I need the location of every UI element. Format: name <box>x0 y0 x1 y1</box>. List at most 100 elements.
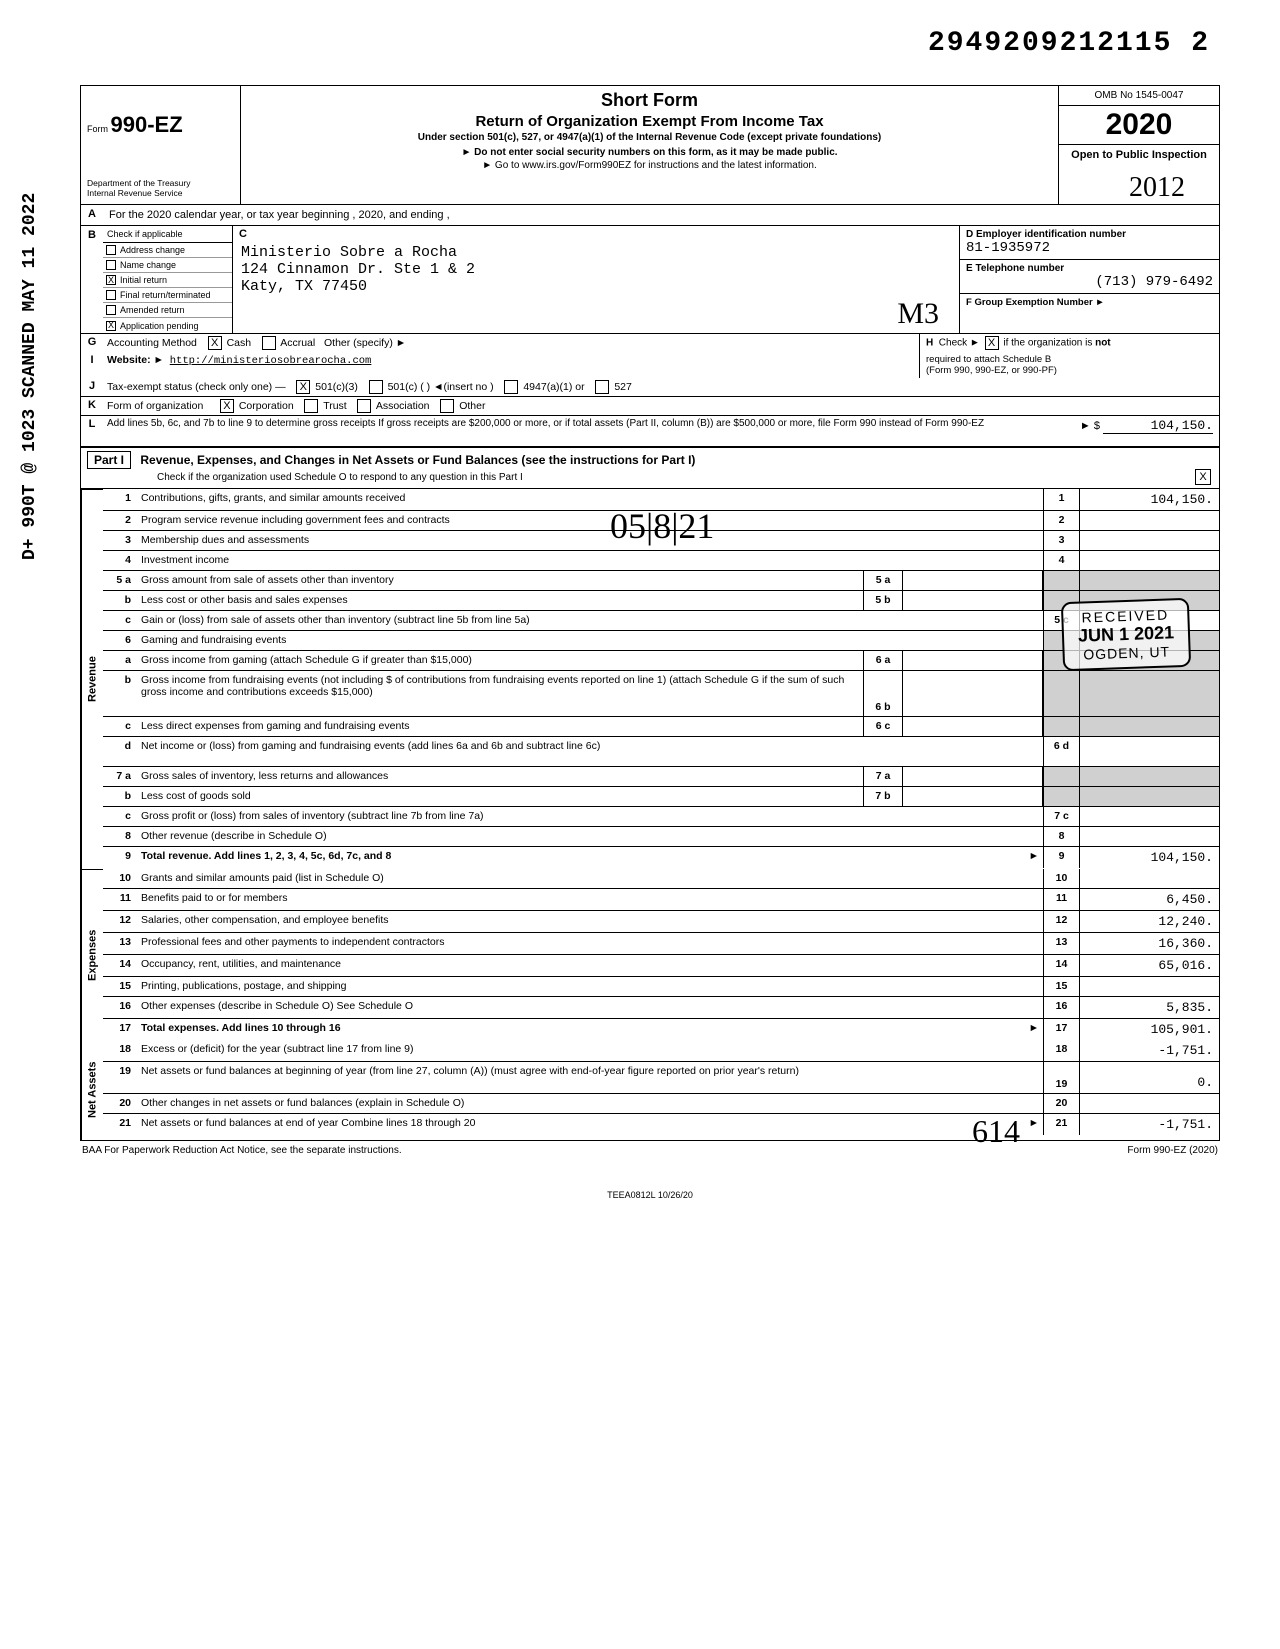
val-12: 12,240. <box>1079 911 1219 932</box>
midval-7a <box>903 767 1043 786</box>
desc-15: Printing, publications, postage, and shi… <box>137 977 1043 996</box>
num-4: 4 <box>1043 551 1079 570</box>
desc-5c: Gain or (loss) from sale of assets other… <box>137 611 1043 630</box>
letter-g: G <box>81 334 103 352</box>
num-1: 1 <box>1043 489 1079 510</box>
ln-21: 21 <box>103 1114 137 1135</box>
desc-19: Net assets or fund balances at beginning… <box>137 1062 1043 1093</box>
num-6d: 6 d <box>1043 737 1079 766</box>
other-org-checkbox[interactable] <box>440 399 454 413</box>
chk-name[interactable]: Name change <box>103 258 232 273</box>
part1-header: Part I Revenue, Expenses, and Changes in… <box>80 447 1220 489</box>
chk-initial-label: Initial return <box>120 275 167 285</box>
line-l-text: Add lines 5b, 6c, and 7b to line 9 to de… <box>103 416 1039 446</box>
form-id-cell: Form 990-EZ Department of the Treasury I… <box>81 86 241 204</box>
num-2: 2 <box>1043 511 1079 530</box>
num-20: 20 <box>1043 1094 1079 1113</box>
chk-address[interactable]: Address change <box>103 243 232 258</box>
num-17: 17 <box>1043 1019 1079 1040</box>
page-footer: BAA For Paperwork Reduction Act Notice, … <box>80 1141 1220 1160</box>
handwrite-bottom: 614 <box>972 1113 1020 1150</box>
val-16: 5,835. <box>1079 997 1219 1018</box>
desc-13: Professional fees and other payments to … <box>137 933 1043 954</box>
g-label: Accounting Method <box>107 337 197 349</box>
mid-7a: 7 a <box>863 767 903 786</box>
accrual-checkbox[interactable] <box>262 336 276 350</box>
num-21: 21 <box>1043 1114 1079 1135</box>
received-stamp: RECEIVED JUN 1 2021 OGDEN, UT <box>1061 598 1191 671</box>
check-applicable-col: Check if applicable Address change Name … <box>103 226 233 333</box>
line-g: G Accounting Method X Cash Accrual Other… <box>80 333 1220 352</box>
ln-14: 14 <box>103 955 137 976</box>
chk-amended[interactable]: Amended return <box>103 303 232 318</box>
form-number: 990-EZ <box>111 112 183 137</box>
ln-7b: b <box>103 787 137 806</box>
501c3-checkbox[interactable]: X <box>296 380 310 394</box>
website-row: Website: ► http://ministeriosobrearocha.… <box>103 352 919 378</box>
ln-11: 11 <box>103 889 137 910</box>
website-label: Website: ► <box>107 354 164 366</box>
ln-15: 15 <box>103 977 137 996</box>
501c-checkbox[interactable] <box>369 380 383 394</box>
num-11: 11 <box>1043 889 1079 910</box>
ln-18: 18 <box>103 1040 137 1061</box>
chk-final[interactable]: Final return/terminated <box>103 288 232 303</box>
desc-12: Salaries, other compensation, and employ… <box>137 911 1043 932</box>
527-checkbox[interactable] <box>595 380 609 394</box>
corp-label: Corporation <box>239 400 294 412</box>
dln-stamp: 2949209212115 2 <box>928 28 1210 59</box>
num-13: 13 <box>1043 933 1079 954</box>
h-checkbox[interactable]: X <box>985 336 999 350</box>
val-17: 105,901. <box>1079 1019 1219 1040</box>
ln-3: 3 <box>103 531 137 550</box>
netassets-side-label: Net Assets <box>81 1040 103 1140</box>
line-i: I Website: ► http://ministeriosobrearoch… <box>80 352 1220 378</box>
midval-5a <box>903 571 1043 590</box>
revenue-side-label: Revenue <box>81 489 103 869</box>
cash-checkbox[interactable]: X <box>208 336 222 350</box>
ln-5b: b <box>103 591 137 610</box>
ln-4: 4 <box>103 551 137 570</box>
num-3: 3 <box>1043 531 1079 550</box>
footer-right: Form 990-EZ (2020) <box>1127 1145 1218 1156</box>
desc-17: Total expenses. Add lines 10 through 16 … <box>137 1019 1043 1040</box>
form-prefix: Form <box>87 124 108 134</box>
scan-stamp: D+ 990T @ 1023 SCANNED MAY 11 2022 <box>20 193 40 560</box>
j-label: Tax-exempt status (check only one) — <box>107 381 286 393</box>
assoc-checkbox[interactable] <box>357 399 371 413</box>
num-7b-shade <box>1043 787 1079 806</box>
chk-amended-label: Amended return <box>120 305 185 315</box>
handwrite-year: 2012 <box>1129 172 1185 204</box>
4947-checkbox[interactable] <box>504 380 518 394</box>
mid-7b: 7 b <box>863 787 903 806</box>
ln-8: 8 <box>103 827 137 846</box>
subtitle-code: Under section 501(c), 527, or 4947(a)(1)… <box>251 132 1048 143</box>
chk-initial[interactable]: XInitial return <box>103 273 232 288</box>
desc-4: Investment income <box>137 551 1043 570</box>
footer-mid: TEEA0812L 10/26/20 <box>80 1190 1220 1200</box>
chk-pending[interactable]: XApplication pending <box>103 318 232 333</box>
desc-6b: Gross income from fundraising events (no… <box>137 671 863 716</box>
line-l: L Add lines 5b, 6c, and 7b to line 9 to … <box>80 415 1220 447</box>
527-label: 527 <box>614 381 632 393</box>
midval-7b <box>903 787 1043 806</box>
desc-6d: Net income or (loss) from gaming and fun… <box>137 737 1043 766</box>
val-6c-shade <box>1079 717 1219 736</box>
ln-19: 19 <box>103 1062 137 1093</box>
num-9: 9 <box>1043 847 1079 868</box>
tax-exempt-status: Tax-exempt status (check only one) — X 5… <box>103 378 1219 396</box>
part1-checkbox[interactable]: X <box>1195 469 1211 485</box>
other-label: Other (specify) ► <box>324 337 406 349</box>
letter-c: C <box>239 228 247 240</box>
num-12: 12 <box>1043 911 1079 932</box>
letter-k: K <box>81 397 103 415</box>
corp-checkbox[interactable]: X <box>220 399 234 413</box>
org-name: Ministerio Sobre a Rocha <box>241 244 951 261</box>
accounting-method: Accounting Method X Cash Accrual Other (… <box>103 334 919 352</box>
tax-year: 2020 <box>1059 106 1219 145</box>
desc-21: Net assets or fund balances at end of ye… <box>137 1114 1043 1135</box>
trust-checkbox[interactable] <box>304 399 318 413</box>
val-18: -1,751. <box>1079 1040 1219 1061</box>
mid-5b: 5 b <box>863 591 903 610</box>
form-of-org: Form of organization X Corporation Trust… <box>103 397 1219 415</box>
